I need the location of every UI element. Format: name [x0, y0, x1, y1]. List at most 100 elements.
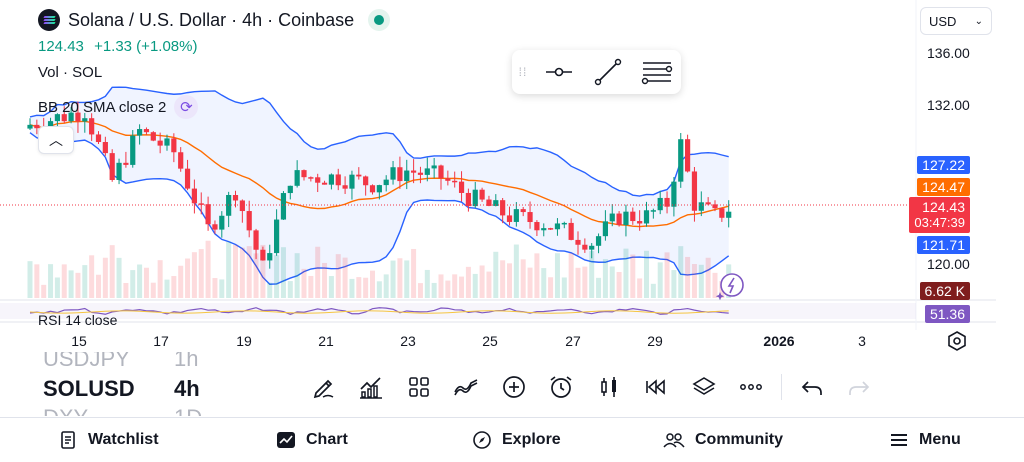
candle-body — [349, 174, 355, 189]
indicators-button[interactable] — [348, 364, 396, 410]
volume-bar — [630, 254, 636, 298]
rsi-band — [0, 303, 916, 319]
drawing-floating-toolbar[interactable]: ⁞⁞ — [512, 50, 681, 94]
community-icon — [663, 433, 685, 448]
watchlist-row[interactable]: USDJPY 1h — [43, 352, 198, 372]
chart-type-icon — [454, 379, 478, 396]
watchlist-row-active[interactable]: SOLUSD 4h — [43, 376, 200, 402]
volume-bar — [253, 253, 259, 298]
volume-bar — [664, 252, 670, 298]
volume-bar — [137, 264, 143, 298]
candle-body — [356, 174, 362, 177]
layouts-button[interactable] — [395, 364, 443, 410]
add-button[interactable] — [490, 364, 538, 410]
volume-bar — [397, 258, 403, 298]
candle-body — [541, 228, 547, 231]
candle-body — [390, 167, 396, 180]
candle-body — [643, 210, 650, 224]
rsi-line — [29, 307, 729, 315]
price-chart[interactable] — [0, 0, 1024, 352]
trend-line-icon — [594, 58, 621, 86]
candle-body — [301, 170, 307, 178]
layers-button[interactable] — [680, 364, 728, 410]
last-price: 124.43 — [38, 38, 84, 55]
candle-body — [150, 132, 156, 141]
volume-bar — [404, 260, 410, 298]
volume-bar — [705, 257, 711, 298]
volume-bar — [575, 267, 581, 298]
sync-icon[interactable]: ⟳ — [174, 95, 199, 119]
nav-watchlist[interactable]: Watchlist — [58, 430, 159, 450]
watchlist-row[interactable]: DXY 1D — [43, 405, 202, 416]
volume-bar — [143, 267, 149, 298]
drawing-tools-button[interactable] — [300, 364, 348, 410]
volume-bar — [356, 277, 362, 298]
bb-indicator-text: BB 20 SMA close 2 — [38, 98, 167, 116]
drag-handle-icon[interactable]: ⁞⁞ — [518, 65, 528, 79]
undo-button[interactable] — [788, 364, 836, 410]
redo-button[interactable] — [836, 364, 884, 410]
candle-body — [171, 138, 177, 153]
watchlist-timeframe: 1h — [174, 352, 199, 371]
candle-body — [68, 112, 74, 122]
volume-bar — [185, 258, 191, 298]
volume-bar — [171, 276, 177, 298]
ai-sparkle-icon[interactable] — [715, 272, 745, 300]
chart-type-button[interactable] — [443, 364, 491, 410]
horizontal-line-icon — [545, 67, 572, 77]
symbol-title: Solana / U.S. Dollar · 4h · Coinbase — [68, 9, 355, 30]
candle-body — [164, 138, 170, 146]
candle-body — [123, 162, 129, 165]
candle-body — [520, 209, 526, 213]
candle-body — [534, 222, 540, 231]
price-line: 124.43 +1.33 (+1.08%) — [38, 38, 203, 55]
indicators-icon — [360, 377, 383, 399]
watchlist-peek[interactable]: USDJPY 1h SOLUSD 4h DXY 1D — [0, 352, 300, 416]
candle-body — [685, 139, 691, 172]
volume-bar — [280, 247, 286, 298]
fib-retracement-tool[interactable] — [632, 50, 681, 94]
candle-body — [116, 162, 122, 180]
volume-bar — [75, 272, 81, 298]
volume-bar — [260, 244, 266, 298]
x-tick-3: 3 — [858, 333, 866, 349]
volume-bar — [267, 282, 273, 298]
replay-button[interactable] — [633, 364, 681, 410]
volume-bar — [130, 270, 136, 298]
chart-area[interactable] — [0, 0, 1024, 352]
candle-body — [369, 185, 376, 193]
more-button[interactable] — [728, 364, 776, 410]
candle-body — [54, 114, 60, 122]
volume-bar — [554, 253, 560, 298]
trend-line-tool[interactable] — [583, 50, 632, 94]
volume-bar — [322, 262, 328, 298]
horizontal-line-tool[interactable] — [534, 50, 583, 94]
rsi-indicator-label[interactable]: RSI 14 close — [38, 312, 117, 328]
currency-select[interactable]: USD ⌄ — [920, 7, 992, 35]
chart-settings-icon[interactable] — [946, 330, 968, 352]
candle-body — [472, 189, 478, 207]
collapse-legend-button[interactable]: ︿ — [38, 126, 74, 154]
nav-community[interactable]: Community — [663, 430, 783, 450]
candles-button[interactable] — [585, 364, 633, 410]
candle-body — [513, 209, 519, 222]
symbol-header[interactable]: Solana / U.S. Dollar · 4h · Coinbase — [38, 9, 391, 31]
volume-bar — [500, 260, 506, 298]
volume-bar — [226, 241, 232, 298]
nav-chart[interactable]: Chart — [276, 430, 348, 450]
volume-bar — [315, 246, 321, 298]
volume-bar — [27, 261, 33, 298]
volume-bar — [520, 259, 526, 298]
volume-bar — [616, 271, 622, 298]
volume-indicator-label[interactable]: Vol · SOL — [38, 64, 103, 81]
volume-bar — [219, 279, 225, 298]
candle-body — [678, 139, 684, 182]
rsi-indicator-text: RSI 14 close — [38, 312, 118, 328]
bb-indicator-label[interactable]: BB 20 SMA close 2 ⟳ — [38, 95, 199, 119]
candle-body — [630, 211, 636, 222]
nav-menu[interactable]: Menu — [889, 430, 961, 450]
candle-body — [198, 203, 204, 205]
alert-button[interactable] — [538, 364, 586, 410]
nav-explore[interactable]: Explore — [472, 430, 561, 450]
nav-chart-label: Chart — [306, 431, 348, 448]
